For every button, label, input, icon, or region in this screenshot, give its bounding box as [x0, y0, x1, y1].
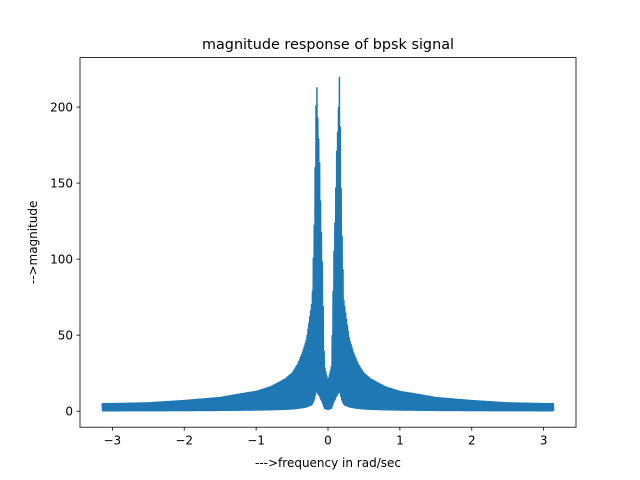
- y-tick-label: 100: [50, 252, 73, 266]
- y-axis-label: -->magnitude: [26, 201, 40, 285]
- y-tick-label: 50: [58, 328, 73, 342]
- x-axis-ticks: −3 −2 −1 0 1 2 3: [103, 427, 547, 448]
- y-tick-label: 150: [50, 176, 73, 190]
- x-tick-label: −3: [103, 434, 121, 448]
- x-tick-label: −1: [247, 434, 265, 448]
- chart-title: magnitude response of bpsk signal: [202, 37, 454, 53]
- x-tick-label: 2: [468, 434, 476, 448]
- y-tick-label: 0: [65, 405, 73, 419]
- y-tick-label: 200: [50, 100, 73, 114]
- series-layer: [101, 76, 555, 412]
- y-axis-ticks: 0 50 100 150 200: [50, 100, 80, 419]
- series-line-0: [101, 76, 555, 412]
- x-tick-label: −2: [175, 434, 193, 448]
- x-axis-label: --->frequency in rad/sec: [255, 456, 401, 470]
- x-tick-label: 1: [396, 434, 404, 448]
- x-tick-label: 3: [540, 434, 548, 448]
- x-tick-label: 0: [324, 434, 332, 448]
